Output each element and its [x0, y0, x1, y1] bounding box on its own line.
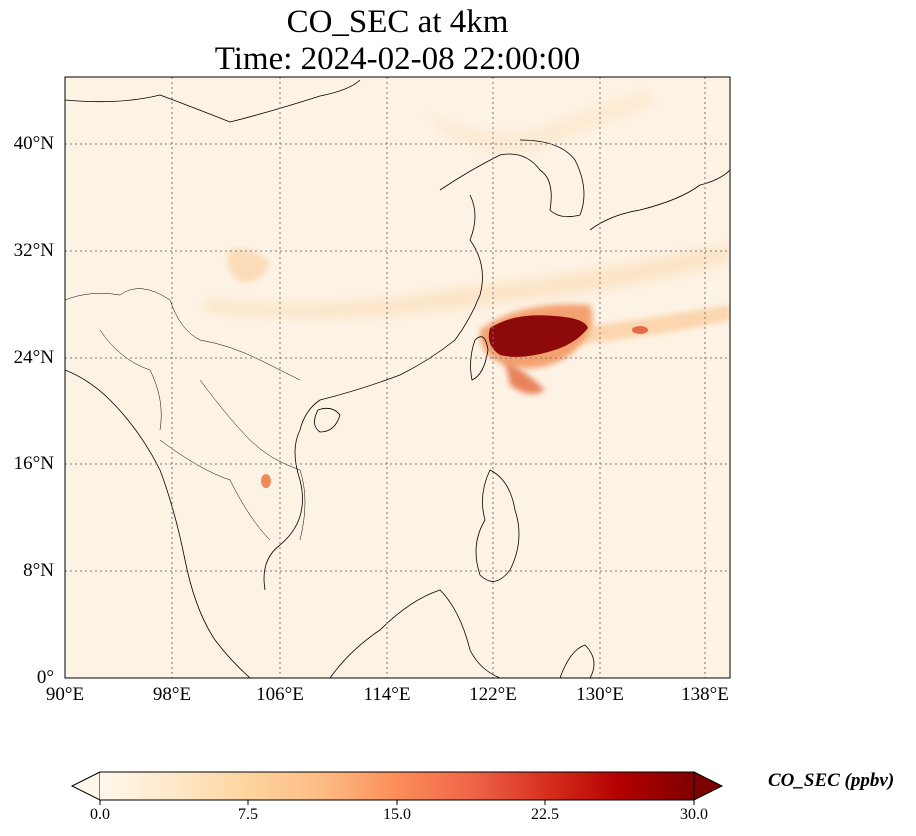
lat-tick-label: 32°N — [13, 240, 54, 261]
colorbar-tick-label: 0.0 — [90, 806, 110, 823]
plume-band-korea — [420, 90, 655, 153]
plume-patch-east — [632, 326, 648, 334]
lon-tick-label: 106°E — [256, 684, 304, 705]
colorbar-ticks — [99, 800, 695, 805]
border-myanmar — [99, 329, 162, 431]
coast-borneo — [329, 589, 501, 678]
map-plot — [64, 76, 731, 679]
coast-japan — [589, 169, 730, 231]
lon-tick-label: 98°E — [152, 684, 192, 705]
border-thailand-cambodia — [159, 439, 271, 541]
lon-tick-label: 122°E — [469, 684, 517, 705]
lat-tick-label: 40°N — [13, 133, 54, 154]
coast-china-indochina — [263, 194, 483, 591]
colorbar-gradient — [100, 772, 694, 800]
plume-band-north — [200, 245, 730, 317]
plume-core — [488, 315, 588, 357]
colorbar-tick-label: 15.0 — [383, 806, 411, 823]
border-north — [65, 79, 361, 123]
gridlines — [65, 77, 730, 678]
co-plumes — [200, 90, 730, 488]
map-frame — [64, 76, 731, 679]
colorbar-tick-label: 22.5 — [531, 806, 559, 823]
field-background — [65, 77, 730, 678]
lat-tick-label: 16°N — [13, 453, 54, 474]
country-borders — [65, 288, 306, 541]
lon-tick-label: 114°E — [363, 684, 411, 705]
coast-philippines — [475, 469, 520, 582]
plume-inland — [227, 248, 270, 283]
lat-tick-label: 8°N — [23, 560, 54, 581]
lon-tick-label: 90°E — [45, 684, 85, 705]
map-title: CO_SEC at 4km — [286, 4, 509, 40]
lat-tick-label: 24°N — [13, 347, 54, 368]
coast-korea-bohai — [439, 139, 585, 218]
colorbar-tick-label: 30.0 — [680, 806, 708, 823]
plume-tail — [505, 360, 545, 394]
coastlines — [65, 79, 730, 678]
border-china-south — [65, 288, 301, 381]
coast-sulawesi — [559, 644, 595, 678]
map-time: Time: 2024-02-08 22:00:00 — [214, 41, 581, 77]
colorbar-tick-label: 7.5 — [238, 806, 258, 823]
coast-taiwan — [470, 336, 489, 381]
plume-band-east — [560, 305, 730, 345]
lon-tick-label: 130°E — [576, 684, 624, 705]
colorbar-label: CO_SEC (ppbv) — [768, 770, 895, 791]
border-laos-vietnam — [199, 379, 306, 541]
lon-tick-label: 138°E — [681, 684, 729, 705]
lat-tick-label: 0° — [36, 667, 54, 688]
plume-patch-cambodia — [261, 474, 271, 488]
colorbar-extend-min — [70, 771, 101, 801]
coast-indochina-west — [65, 369, 251, 678]
coast-hainan — [314, 407, 341, 433]
colorbar-extend-max — [693, 771, 724, 801]
colorbar-frame — [100, 771, 694, 801]
